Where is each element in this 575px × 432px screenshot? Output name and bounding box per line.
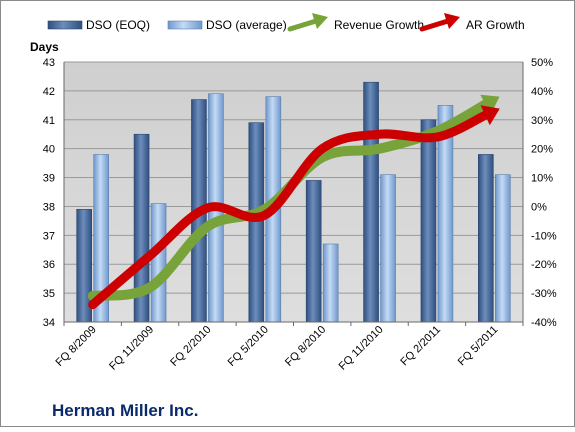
legend-swatch-dso-average [167,20,203,30]
y-left-tick-label: 43 [43,57,55,69]
legend: DSO (EOQ) DSO (average) Revenue Growth AR G… [47,13,525,32]
y-right-tick-label: 10% [531,173,553,185]
legend-swatch-revenue-growth [287,18,319,32]
bar-dso-eoq [305,180,322,323]
y-right-tick-label: -20% [531,259,557,271]
legend-arrowhead-ar-growth [444,13,460,29]
y-right-tick-label: 40% [531,86,553,98]
arrowhead-ar-growth [480,105,500,126]
y-left-tick-label: 36 [43,259,55,271]
bar-dso-average [322,243,339,323]
y-left-tick-label: 42 [43,86,55,98]
y-right-tick-label: -10% [531,230,557,242]
y-left-tick-label: 34 [43,317,55,329]
y-left-tick-label: 40 [43,144,55,156]
y-right-tick-label: -30% [531,288,557,300]
plot-area [64,62,523,322]
legend-label-revenue-growth: Revenue Growth [334,18,424,32]
legend-label-ar-growth: AR Growth [466,18,525,32]
y-left-tick-label: 38 [43,201,55,213]
y-right-tick-label: 20% [531,144,553,156]
legend-label-dso-average: DSO (average) [206,18,287,32]
legend-swatch-ar-growth [419,18,451,32]
y-left-axis-title: Days [30,40,59,54]
line-group [87,94,500,310]
legend-swatch-dso-eoq [47,20,83,30]
legend-label-dso-eoq: DSO (EOQ) [86,18,150,32]
bar-dso-average [150,203,167,323]
bar-dso-eoq [363,81,379,323]
y-right-tick-label: 30% [531,115,553,127]
bar-dso-eoq [248,122,265,323]
y-right-tick-label: 50% [531,57,553,69]
bar-dso-average [495,174,511,323]
company-name: Herman Miller Inc. [52,401,198,420]
line-ar-growth [88,110,490,310]
y-left-tick-label: 37 [43,230,55,242]
y-right-tick-label: -40% [531,317,557,329]
arrowhead-revenue-growth [480,94,500,115]
bar-dso-eoq [420,119,437,323]
y-right-tick-label: 0% [531,201,547,213]
bar-group [76,81,511,323]
bar-dso-eoq [478,154,494,323]
y-left-tick-label: 41 [43,115,55,127]
legend-arrowhead-revenue-growth [312,13,328,29]
bar-dso-average [380,174,396,323]
y-left-tick-label: 35 [43,288,55,300]
y-left-tick-label: 39 [43,173,55,185]
